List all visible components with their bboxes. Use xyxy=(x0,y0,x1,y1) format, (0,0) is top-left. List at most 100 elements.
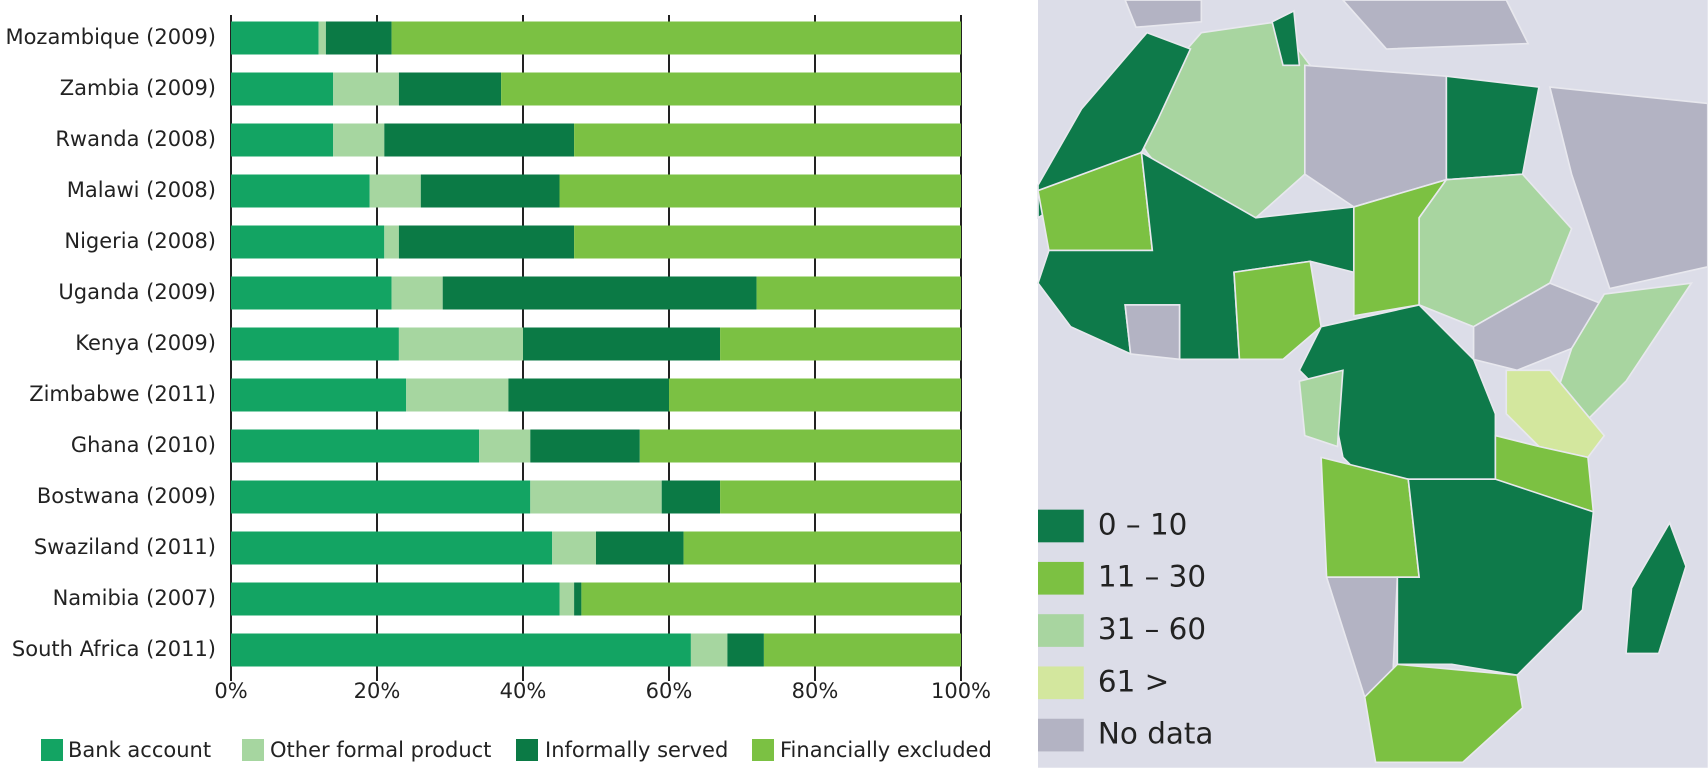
bar-segment xyxy=(727,633,764,667)
bar-segment xyxy=(552,531,596,565)
bar-segment xyxy=(231,531,553,565)
bar-segment xyxy=(333,123,385,157)
bar-segment xyxy=(231,327,399,361)
map: 0 – 10 11 – 30 31 – 60 61 > No data xyxy=(1037,0,1708,768)
map-legend-label: 11 – 30 xyxy=(1098,560,1206,594)
y-tick-label: Namibia (2007) xyxy=(53,586,216,610)
bar-segment xyxy=(501,72,961,106)
bar-segment xyxy=(669,378,961,412)
y-tick-label: Nigeria (2008) xyxy=(64,229,216,253)
region xyxy=(1445,75,1540,181)
bar-segment xyxy=(231,378,407,412)
map-legend-swatch xyxy=(1038,509,1084,543)
bar-segment xyxy=(530,480,662,514)
bar-segment xyxy=(384,225,399,259)
bar-segment xyxy=(479,429,531,463)
bar-segment xyxy=(398,225,575,259)
bar-segment xyxy=(720,327,961,361)
bar-segment xyxy=(391,276,443,310)
y-tick-label: Zimbabwe (2011) xyxy=(29,382,216,406)
y-tick-label: Malawi (2008) xyxy=(67,178,216,202)
bar-segment xyxy=(574,225,961,259)
bar-chart: 0% 20% 40% 60% 80% 100% Mozambique (2009) Zambi… xyxy=(5,15,992,762)
y-tick-label: South Africa (2011) xyxy=(12,637,216,661)
bar-segment xyxy=(369,174,421,208)
y-tick-label: Bostwana (2009) xyxy=(37,484,216,508)
bar-segment xyxy=(596,531,684,565)
bar-segment xyxy=(231,174,370,208)
y-tick-label: Rwanda (2008) xyxy=(55,127,216,151)
bar-segment xyxy=(333,72,399,106)
legend-swatch xyxy=(516,739,538,761)
bar-segment xyxy=(574,123,961,157)
region xyxy=(1548,86,1708,290)
y-tick-label: Kenya (2009) xyxy=(75,331,216,355)
bar-segment xyxy=(420,174,560,208)
y-tick-label: Zambia (2009) xyxy=(60,76,216,100)
map-legend-swatch xyxy=(1038,666,1084,700)
bar-segment xyxy=(756,276,961,310)
map-legend-label: 31 – 60 xyxy=(1098,612,1206,646)
x-tick-label: 100% xyxy=(931,679,991,703)
region xyxy=(1363,663,1524,764)
bar-segment xyxy=(231,72,334,106)
bar-segment xyxy=(398,72,502,106)
bar-segment xyxy=(442,276,757,310)
map-legend-swatch xyxy=(1038,614,1084,647)
bar-segment xyxy=(763,633,961,667)
region xyxy=(1341,0,1530,50)
bar-segment xyxy=(690,633,728,667)
y-tick-label: Mozambique (2009) xyxy=(5,25,216,49)
bar-segment xyxy=(325,21,392,55)
bar-segment xyxy=(581,582,961,616)
region xyxy=(1271,9,1301,67)
y-tick-label: Ghana (2010) xyxy=(71,433,216,457)
region xyxy=(1625,520,1687,655)
bar-segment xyxy=(559,174,961,208)
map-legend-swatch xyxy=(1038,718,1084,752)
x-tick-label: 0% xyxy=(214,679,247,703)
bar-segment xyxy=(231,123,334,157)
bar-segment xyxy=(661,480,721,514)
legend-label: Financially excluded xyxy=(780,738,992,762)
bar-segment xyxy=(231,225,385,259)
legend-label: Bank account xyxy=(68,738,211,762)
region xyxy=(1396,478,1595,677)
bar-segment xyxy=(231,582,560,616)
legend-label: Other formal product xyxy=(270,738,491,762)
map-legend-label: No data xyxy=(1098,717,1214,751)
legend-swatch xyxy=(242,739,264,761)
region xyxy=(1124,0,1203,29)
bar-segment xyxy=(384,123,575,157)
region xyxy=(1124,304,1181,361)
legend-swatch xyxy=(41,739,63,761)
map-legend: 0 – 10 11 – 30 31 – 60 61 > No data xyxy=(1038,507,1214,752)
bar-segment xyxy=(530,429,640,463)
x-tick-label: 40% xyxy=(500,679,547,703)
bar-segment xyxy=(574,582,582,616)
bar-segment xyxy=(720,480,961,514)
bar-segment xyxy=(391,21,962,55)
y-tick-label: Swaziland (2011) xyxy=(34,535,216,559)
bar-segment xyxy=(406,378,509,412)
map-legend-swatch xyxy=(1038,561,1084,595)
bar-segment xyxy=(231,429,480,463)
map-legend-label: 0 – 10 xyxy=(1098,507,1187,541)
x-tick-label: 80% xyxy=(792,679,839,703)
bar-segment xyxy=(559,582,575,616)
region xyxy=(1233,260,1323,361)
map-legend-label: 61 > xyxy=(1098,664,1169,698)
bar-segment xyxy=(639,429,961,463)
bar-segment xyxy=(318,21,326,55)
y-tick-label: Uganda (2009) xyxy=(58,280,216,304)
bar-segment xyxy=(231,480,531,514)
bar-segment xyxy=(231,21,319,55)
bar-segment xyxy=(508,378,669,412)
bar-segment xyxy=(523,327,721,361)
x-tick-label: 60% xyxy=(646,679,693,703)
bar-segment xyxy=(683,531,961,565)
bar-segment xyxy=(398,327,523,361)
region xyxy=(1298,369,1344,448)
x-tick-label: 20% xyxy=(354,679,401,703)
